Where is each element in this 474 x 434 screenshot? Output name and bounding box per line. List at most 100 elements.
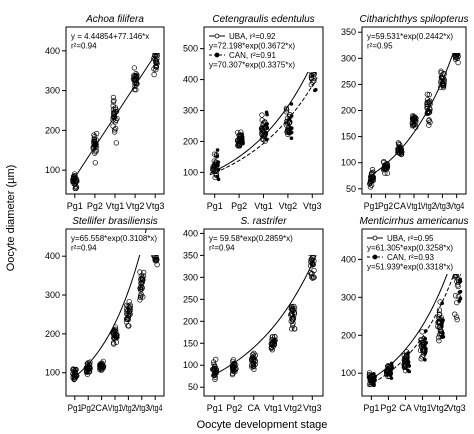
data-point [84,371,91,377]
data-point [131,65,137,71]
y-tick-label: 150 [341,132,356,142]
data-point [133,71,139,77]
data-point-filled [458,296,463,301]
panel-title: S. rastrifer [240,216,287,227]
data-point [70,367,76,373]
data-point [92,160,98,166]
y-tick-label: 400 [341,254,356,264]
legend-box [207,233,320,255]
data-point [153,59,159,65]
data-point [125,316,131,322]
data-point [113,334,120,340]
data-point [132,83,138,89]
fit-curve [368,34,460,178]
data-point [70,374,76,380]
data-point [211,365,218,371]
data-point [308,274,315,280]
data-point [111,97,117,104]
data-point [426,105,433,111]
legend-marker [214,33,220,39]
data-point-filled [406,368,410,373]
x-tick-label: Vtg3 [435,201,450,211]
data-point [97,363,103,369]
data-point [292,305,298,312]
y-tick-label: 300 [341,53,356,63]
data-point [137,297,143,303]
data-point-filled [313,87,318,92]
y-tick-label: 400 [45,251,60,261]
data-point-filled [289,136,294,140]
data-point [233,362,239,368]
panel-6: Menticirrhus americanus 100 200 300 400 Pg1 Pg… [341,216,469,413]
data-point [289,326,295,332]
data-point [395,149,401,155]
x-tick-label: CA [394,201,407,211]
data-point [211,158,217,164]
equation-text: y=72.198*exp(0.3672*x) [209,42,295,51]
legend-marker [214,52,220,58]
y-tick-label: 100 [341,158,356,168]
x-tick-label: CA [399,403,412,413]
data-point [137,294,144,301]
data-point [308,72,315,79]
y-tick-label: 50 [346,184,356,194]
data-point [112,125,119,132]
data-point [114,334,120,341]
data-point [230,357,237,363]
equation-text: y = 4.44854+77.146*x [71,32,149,41]
data-point [141,269,147,276]
data-point-filled [215,148,220,152]
fit-curve [367,235,461,382]
x-tick-label: CA [95,403,108,413]
data-point [252,352,259,358]
data-point-filled [216,177,221,182]
data-point [367,180,373,186]
x-tick-label: Pg1 [67,201,83,211]
data-point [402,364,408,370]
data-point [153,256,160,263]
data-point [84,361,90,367]
data-point [426,118,432,124]
data-point [395,149,402,155]
equation-text: y= 59.58*exp(0.2859*x) [209,234,293,243]
data-point [289,316,296,322]
data-point-filled [457,279,462,284]
x-tick-label: Vtg1 [106,201,125,211]
equation-text: r²=0.94 [209,244,235,253]
y-tick-label: 400 [45,46,60,56]
data-point [419,354,425,360]
x-tick-label: Vtg3 [135,403,149,413]
data-point [84,368,90,375]
data-point [230,366,237,373]
data-point [269,347,275,353]
data-point [154,262,160,268]
data-point [124,311,130,317]
data-point [250,351,256,358]
data-point [113,140,120,146]
x-tick-label: Pg2 [231,201,247,211]
y-tick-label: 300 [183,106,198,116]
x-tick-label: Pg2 [81,403,95,413]
legend-box [365,31,463,53]
data-point [268,344,275,351]
y-tick-label: 200 [341,330,356,340]
y-tick-label: 400 [183,228,198,238]
x-tick-label: Vtg2 [126,201,145,211]
data-point-filled [289,114,294,118]
x-tick-label: Vtg2 [121,403,135,413]
equation-text: r²=0.94 [71,42,97,51]
data-point-filled [441,331,445,336]
y-tick-label: 350 [183,250,198,260]
data-point [309,260,315,267]
data-point [210,359,217,365]
x-tick-label: Pg2 [87,201,103,211]
x-tick-label: Vtg2 [431,403,449,413]
data-point [289,323,296,329]
data-point-filled [389,371,394,376]
data-point [436,338,442,344]
y-tick-label: 500 [183,44,198,54]
legend-box [69,233,161,255]
data-point [235,137,241,143]
data-point [211,151,218,157]
